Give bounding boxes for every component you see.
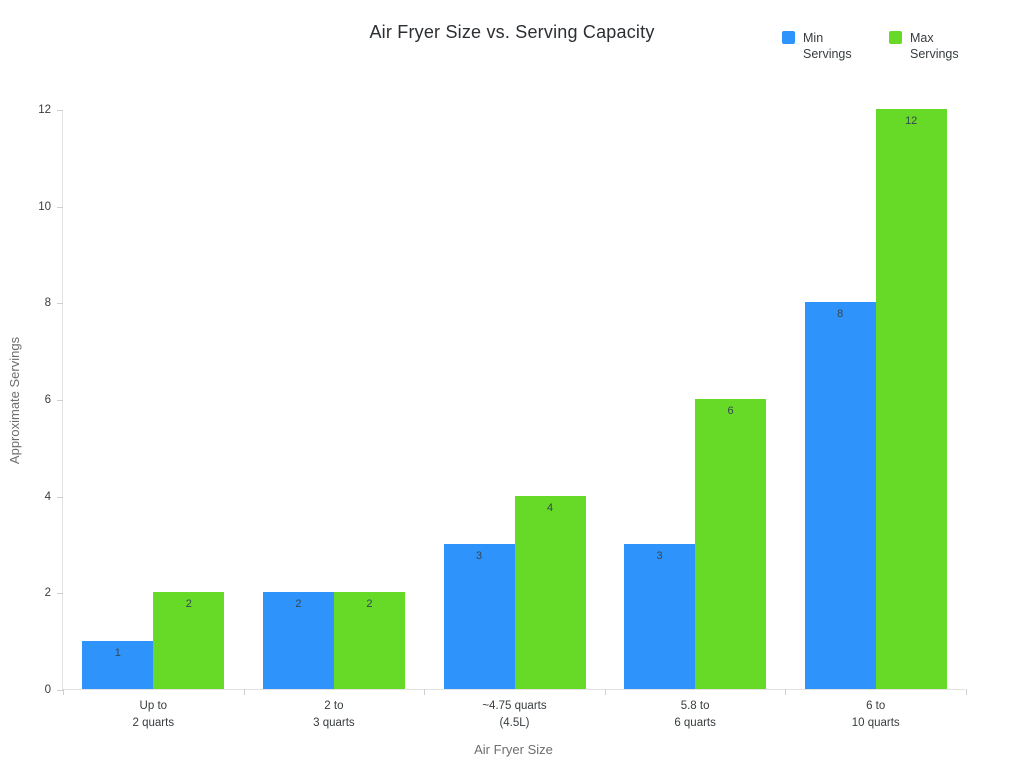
bar: 6 bbox=[695, 399, 767, 689]
bar: 3 bbox=[443, 544, 515, 689]
y-tick-mark bbox=[57, 303, 63, 305]
y-tick-label: 12 bbox=[38, 104, 51, 116]
bar: 2 bbox=[333, 592, 405, 689]
legend-item[interactable]: Max Servings bbox=[889, 30, 968, 63]
x-tick-mark bbox=[785, 689, 787, 695]
bar: 12 bbox=[875, 109, 947, 689]
x-tick-mark bbox=[243, 689, 245, 695]
y-tick-label: 8 bbox=[44, 297, 51, 310]
bar-value-label: 2 bbox=[366, 598, 373, 611]
y-tick-mark bbox=[57, 496, 63, 498]
x-category-label: 6 to 10 quarts bbox=[851, 700, 900, 730]
legend-label: Max Servings bbox=[910, 31, 959, 62]
x-category-label: Up to 2 quarts bbox=[132, 700, 175, 730]
y-tick-mark bbox=[57, 690, 63, 691]
bar-value-label: 1 bbox=[114, 646, 121, 659]
y-tick-label: 2 bbox=[44, 587, 51, 600]
bar-value-label: 8 bbox=[837, 308, 844, 321]
bar-value-label: 4 bbox=[546, 501, 554, 514]
y-tick-mark bbox=[57, 400, 63, 401]
bar: 8 bbox=[804, 302, 876, 689]
x-category-label: 5.8 to 6 quarts bbox=[674, 700, 716, 730]
y-tick-label: 6 bbox=[44, 394, 51, 406]
legend-marker bbox=[889, 31, 902, 44]
bar-value-label: 2 bbox=[295, 598, 302, 611]
legend-marker bbox=[782, 31, 795, 44]
legend-item[interactable]: Min Servings bbox=[782, 30, 861, 63]
bar: 3 bbox=[624, 544, 696, 689]
bar-value-label: 12 bbox=[905, 115, 918, 127]
x-tick-mark bbox=[424, 689, 426, 695]
bar-value-label: 6 bbox=[727, 405, 734, 417]
bar: 2 bbox=[153, 592, 225, 689]
y-tick-label: 4 bbox=[44, 490, 51, 503]
y-axis-title: Approximate Servings bbox=[7, 336, 23, 464]
y-tick-mark bbox=[57, 206, 63, 208]
bar: 1 bbox=[82, 640, 154, 689]
bar-value-label: 2 bbox=[185, 598, 192, 611]
bar: 2 bbox=[262, 592, 334, 689]
bar-value-label: 3 bbox=[475, 550, 483, 562]
x-tick-mark bbox=[604, 689, 606, 695]
x-category-label: ~4.75 quarts (4.5L) bbox=[482, 700, 547, 730]
bar: 4 bbox=[514, 495, 586, 689]
chart-legend: Min Servings Max Servings bbox=[782, 30, 968, 63]
x-tick-mark bbox=[63, 689, 64, 695]
x-tick-mark bbox=[966, 689, 967, 695]
plot-area: 0 2 4 6 8 10 12 1 2 Up to 2 quarts 2 2 2 to 3 quarts… bbox=[38, 104, 967, 729]
y-tick-mark bbox=[57, 593, 63, 595]
y-tick-label: 10 bbox=[38, 200, 51, 213]
legend-label: Min Servings bbox=[803, 31, 852, 62]
x-category-label: 2 to 3 quarts bbox=[313, 700, 355, 730]
y-axis-title-container: Approximate Servings bbox=[0, 110, 30, 690]
y-tick-mark bbox=[57, 110, 63, 111]
bar-value-label: 3 bbox=[656, 550, 663, 562]
x-axis-title: Air Fryer Size bbox=[474, 742, 553, 757]
chart-title: Air Fryer Size vs. Serving Capacity bbox=[369, 22, 655, 42]
y-tick-label: 0 bbox=[44, 684, 51, 696]
